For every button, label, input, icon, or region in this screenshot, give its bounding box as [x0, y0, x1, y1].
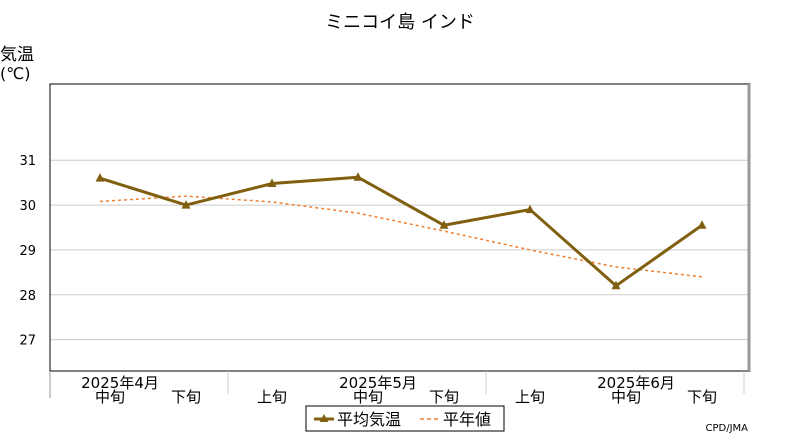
data-point-average [181, 200, 191, 209]
month-label: 2025年4月 [81, 374, 159, 392]
legend-box [305, 405, 505, 432]
month-label: 2025年6月 [597, 374, 675, 392]
x-tick-label: 中旬 [95, 388, 125, 406]
x-tick-label: 中旬 [611, 388, 641, 406]
plot-area-frame [49, 83, 751, 372]
data-point-average [697, 220, 707, 229]
x-tick-label: 上旬 [515, 388, 545, 406]
legend-marker-average [319, 414, 329, 422]
y-tick-labels: 27 28 29 30 31 [19, 154, 36, 348]
x-tick-label: 上旬 [257, 388, 287, 406]
y-tick-label: 27 [19, 334, 36, 349]
legend: 平均気温 平年値 [305, 405, 505, 432]
month-label: 2025年5月 [339, 374, 417, 392]
y-axis-label: 気温 [0, 45, 34, 65]
legend-label-normal: 平年値 [443, 410, 491, 429]
data-point-average [611, 280, 621, 290]
series-line-average [99, 175, 703, 288]
y-axis-unit: (℃) [0, 64, 30, 83]
x-axis: 中旬 下旬 上旬 中旬 下旬 上旬 中旬 下旬 2025年4月 2025年5月 2025年6月 [49, 371, 745, 406]
data-point-average [525, 204, 535, 214]
x-tick-label: 下旬 [687, 388, 717, 406]
data-point-average [439, 220, 449, 229]
credit-label: CPD/JMA [706, 423, 749, 434]
chart-title: ミニコイ島 インド [325, 12, 475, 33]
y-tick-label: 31 [19, 154, 36, 169]
series-average [95, 172, 707, 290]
x-tick-label: 下旬 [171, 388, 201, 406]
legend-label-average: 平均気温 [337, 410, 401, 429]
data-point-average [267, 178, 277, 188]
x-tick-label: 下旬 [429, 388, 459, 406]
grid-lines [50, 159, 750, 341]
y-tick-label: 29 [19, 244, 36, 259]
data-point-average [353, 172, 363, 181]
y-tick-label: 28 [19, 289, 36, 304]
x-tick-label: 中旬 [353, 388, 383, 406]
y-tick-label: 30 [19, 199, 36, 214]
data-point-average [95, 173, 105, 182]
